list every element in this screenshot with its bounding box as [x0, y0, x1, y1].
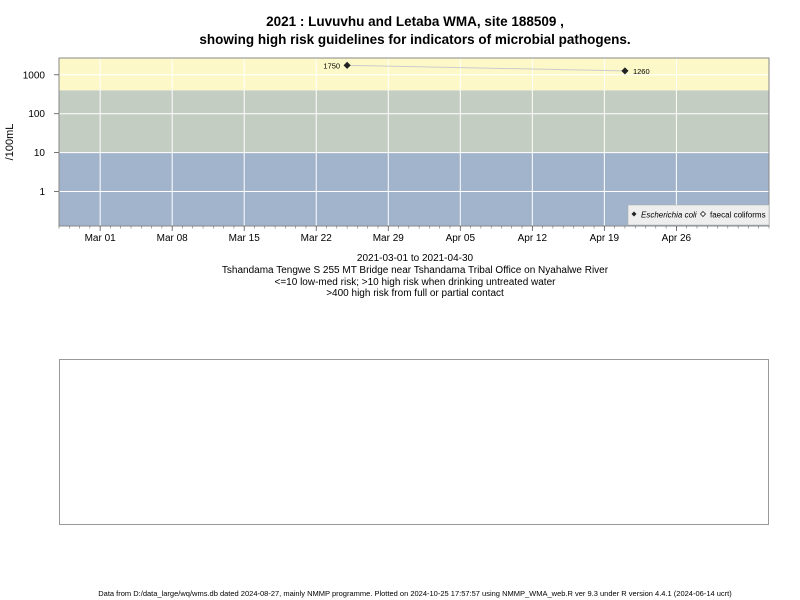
x-tick-label: Mar 29 — [373, 233, 405, 244]
plot-frame — [58, 57, 770, 227]
legend-ecoli-marker — [631, 211, 637, 217]
risk-band-2 — [59, 58, 769, 91]
data-point — [343, 61, 351, 69]
x-tick-label: Mar 22 — [301, 233, 333, 244]
empty-plot-panel — [59, 359, 769, 525]
legend-faecal-marker — [699, 210, 707, 218]
y-tick-label: 100 — [28, 109, 45, 120]
x-tick-label: Mar 08 — [157, 233, 189, 244]
y-axis-label: /100mL — [4, 124, 16, 161]
risk-band-1 — [59, 90, 769, 153]
data-label: 1260 — [633, 67, 650, 76]
x-tick-label: Apr 26 — [662, 233, 692, 244]
footer-note: Data from D:/data_large/wq/wms.db dated … — [98, 589, 732, 598]
risk-bands — [59, 58, 769, 226]
x-tick-label: Apr 05 — [446, 233, 476, 244]
y-tick-label: 10 — [34, 148, 46, 159]
x-tick-label: Apr 12 — [518, 233, 548, 244]
chart-title-line1: 2021 : Luvuvhu and Letaba WMA, site 1885… — [266, 14, 564, 29]
caption-site: Tshandama Tengwe S 255 MT Bridge near Ts… — [221, 265, 609, 276]
caption-risk-contact: >400 high risk from full or partial cont… — [326, 288, 504, 299]
legend-box — [627, 204, 770, 226]
x-tick-label: Apr 19 — [590, 233, 620, 244]
legend-ecoli-label: Escherichia coli — [641, 211, 697, 220]
y-tick-label: 1000 — [23, 70, 46, 81]
y-tick-label: 1 — [39, 187, 45, 198]
x-tick-label: Mar 15 — [229, 233, 261, 244]
x-tick-label: Mar 01 — [85, 233, 117, 244]
gridlines — [59, 58, 769, 226]
caption-risk-drinking: <=10 low-med risk; >10 high risk when dr… — [274, 277, 556, 288]
legend: Escherichia coli faecal coliforms — [627, 204, 770, 226]
data-point — [621, 67, 629, 75]
series-line-0 — [347, 64, 625, 72]
chart-title-line2: showing high risk guidelines for indicat… — [199, 32, 631, 47]
y-axis: 1 10 100 1000 — [23, 70, 59, 198]
caption-date-range: 2021-03-01 to 2021-04-30 — [356, 253, 474, 264]
data-series: 1750 1260 — [323, 61, 649, 76]
x-axis: Mar 01 Mar 08 Mar 15 Mar 22 Mar 29 Apr 05 Apr … — [58, 226, 770, 244]
data-label: 1750 — [323, 61, 340, 70]
legend-faecal-label: faecal coliforms — [710, 211, 766, 220]
